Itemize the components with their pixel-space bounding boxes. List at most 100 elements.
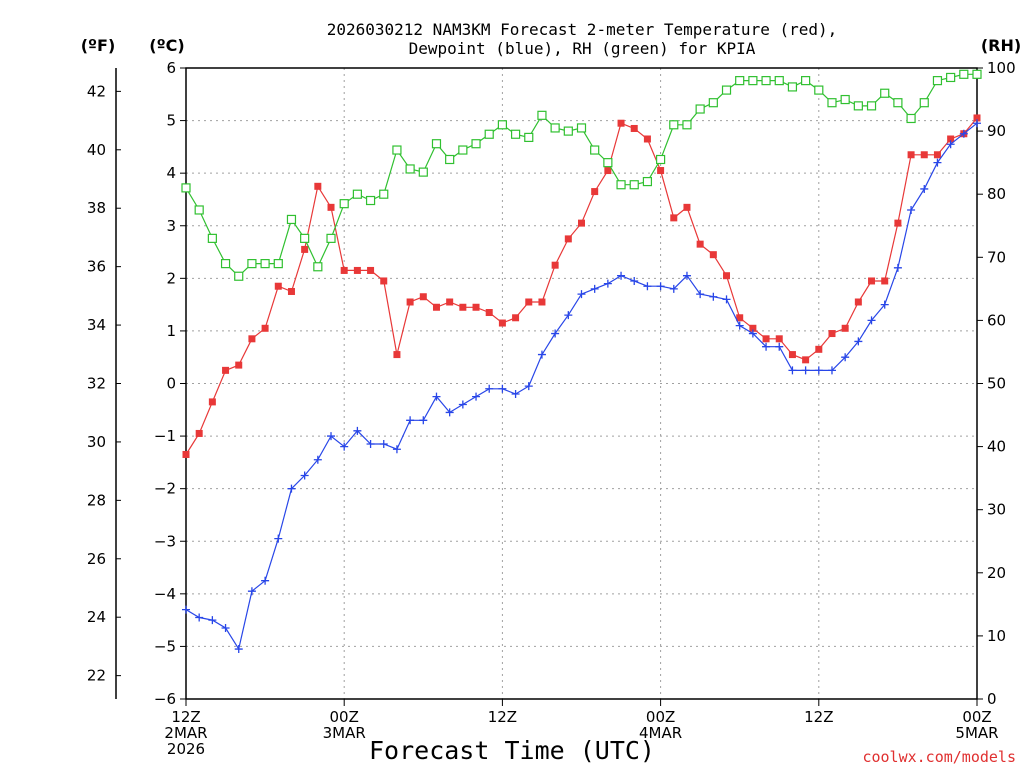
dewpoint-point xyxy=(920,184,929,193)
2-meter-temperature-point xyxy=(314,182,322,190)
dewpoint-point xyxy=(709,292,718,301)
2-meter-temperature-point xyxy=(446,298,454,306)
celsius-tick-label: 1 xyxy=(166,322,176,340)
dewpoint-point xyxy=(261,576,270,585)
rh-point xyxy=(814,85,824,95)
2-meter-temperature-point xyxy=(367,266,375,274)
fahrenheit-axis-label: (ºF) xyxy=(81,36,116,55)
rh-point xyxy=(365,195,376,206)
rh-point xyxy=(708,98,718,108)
rh-point xyxy=(313,262,323,272)
dewpoint-point xyxy=(445,408,454,417)
dewpoint-point xyxy=(406,416,415,425)
dewpoint-point xyxy=(208,616,217,625)
celsius-tick-label: 6 xyxy=(166,59,176,77)
time-tick-label-line: 2026 xyxy=(167,740,205,758)
celsius-tick-label: −2 xyxy=(154,480,176,498)
rh-point xyxy=(669,120,679,130)
rh-point xyxy=(431,139,442,149)
celsius-tick-label: −6 xyxy=(154,690,176,708)
time-tick-label: 12Z xyxy=(804,708,833,726)
rh-point xyxy=(497,120,507,130)
rh-point xyxy=(642,176,653,187)
2-meter-temperature-point xyxy=(498,319,506,327)
rh-point xyxy=(220,259,231,269)
rh-point xyxy=(919,98,929,108)
rh-point xyxy=(379,189,389,199)
dewpoint-point xyxy=(472,392,481,401)
2-meter-temperature-point xyxy=(723,272,731,280)
rh-point xyxy=(735,76,745,86)
2-meter-temperature-point xyxy=(709,251,717,259)
celsius-tick-label: 0 xyxy=(166,375,176,393)
dewpoint-point xyxy=(551,329,560,338)
fahrenheit-tick-label: 30 xyxy=(87,433,106,451)
x-axis-title: Forecast Time (UTC) xyxy=(369,736,655,765)
2-meter-temperature-point xyxy=(736,314,744,322)
2-meter-temperature-point xyxy=(340,266,348,274)
fahrenheit-tick-label: 22 xyxy=(87,667,106,685)
dewpoint-point xyxy=(353,426,362,435)
data-series xyxy=(181,69,982,654)
rh-tick-label: 30 xyxy=(987,501,1006,519)
rh-tick-label: 90 xyxy=(987,122,1006,140)
2-meter-temperature-point xyxy=(287,287,295,295)
2-meter-temperature-point xyxy=(274,282,282,290)
2-meter-temperature-point xyxy=(485,309,493,317)
rh-point xyxy=(655,154,666,165)
rh-tick-label: 60 xyxy=(987,311,1006,329)
rh-point xyxy=(326,233,336,243)
dewpoint-point xyxy=(907,205,916,214)
2-meter-temperature-point xyxy=(182,450,190,458)
dewpoint-point xyxy=(682,271,691,280)
rh-point xyxy=(339,199,349,209)
dewpoint-point xyxy=(630,276,639,285)
fahrenheit-tick-label: 32 xyxy=(87,375,106,393)
dewpoint-point xyxy=(366,439,375,448)
dewpoint-point xyxy=(564,311,573,320)
rh-point xyxy=(458,145,468,155)
celsius-tick-label: −1 xyxy=(154,427,176,445)
2-meter-temperature-point xyxy=(643,135,651,143)
rh-point xyxy=(550,123,560,133)
2-meter-temperature-point xyxy=(406,298,414,306)
celsius-tick-label: 2 xyxy=(166,269,176,287)
2-meter-temperature-point xyxy=(868,277,876,285)
rh-point xyxy=(880,88,890,98)
fahrenheit-tick-label: 26 xyxy=(87,550,106,568)
2-meter-temperature-point xyxy=(261,324,269,332)
dewpoint-point xyxy=(340,442,349,451)
time-tick-label-line: 3MAR xyxy=(323,724,366,742)
dewpoint-point xyxy=(788,366,797,375)
dewpoint-point xyxy=(617,271,626,280)
2-meter-temperature-point xyxy=(512,314,520,322)
grid-lines xyxy=(186,68,977,699)
2-meter-temperature-point xyxy=(617,119,625,127)
fahrenheit-tick-label: 40 xyxy=(87,141,106,159)
2-meter-temperature-point xyxy=(881,277,889,285)
dewpoint-point xyxy=(327,432,336,441)
rh-tick-label: 0 xyxy=(987,690,997,708)
dewpoint-point xyxy=(880,300,889,309)
rh-point xyxy=(972,69,982,79)
dewpoint-point xyxy=(643,282,652,291)
dewpoint-point xyxy=(247,587,256,596)
dewpoint-point xyxy=(577,290,586,299)
dewpoint-point xyxy=(603,279,612,288)
2-meter-temperature-point xyxy=(947,135,955,143)
rh-point xyxy=(445,154,455,165)
rh-point xyxy=(352,189,362,199)
time-tick-label: 00Z 3MAR xyxy=(323,708,366,742)
2-meter-temperature-point xyxy=(472,303,480,311)
rh-point xyxy=(563,126,573,136)
rh-point xyxy=(616,180,626,190)
dewpoint-point xyxy=(419,416,428,425)
rh-point xyxy=(787,82,798,92)
rh-point xyxy=(194,205,204,215)
dewpoint-point xyxy=(234,645,243,654)
rh-point xyxy=(471,139,481,149)
rh-point xyxy=(906,113,916,124)
celsius-tick-label: 4 xyxy=(166,164,176,182)
dewpoint-point xyxy=(379,439,388,448)
rh-point xyxy=(247,259,257,269)
